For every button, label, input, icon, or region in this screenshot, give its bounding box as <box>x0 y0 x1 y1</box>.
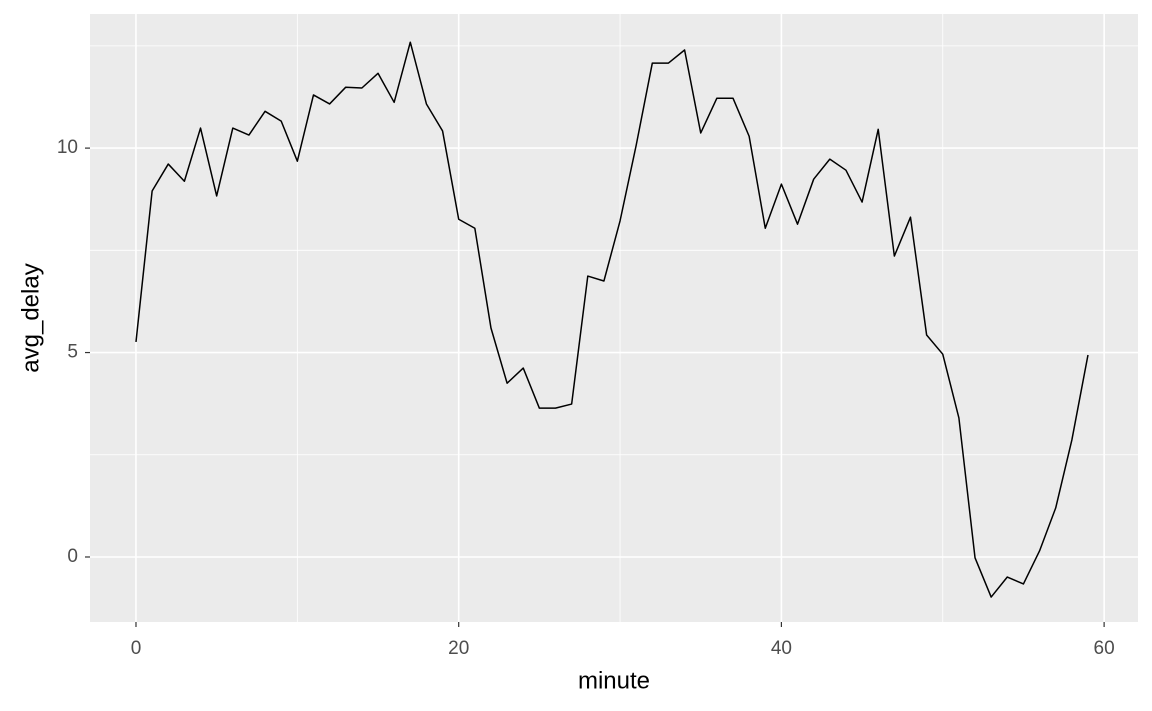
x-tick-label: 60 <box>1094 638 1115 659</box>
x-tick-label: 40 <box>771 638 792 659</box>
x-tick-label: 0 <box>131 638 142 659</box>
panel <box>90 14 1138 622</box>
y-axis-title: avg_delay <box>17 263 44 372</box>
y-tick-label: 5 <box>67 342 78 363</box>
x-axis-title: minute <box>578 667 650 694</box>
y-tick-label: 0 <box>67 546 78 567</box>
y-tick-label: 10 <box>57 137 78 158</box>
x-tick-label: 20 <box>448 638 469 659</box>
line <box>135 41 1089 598</box>
